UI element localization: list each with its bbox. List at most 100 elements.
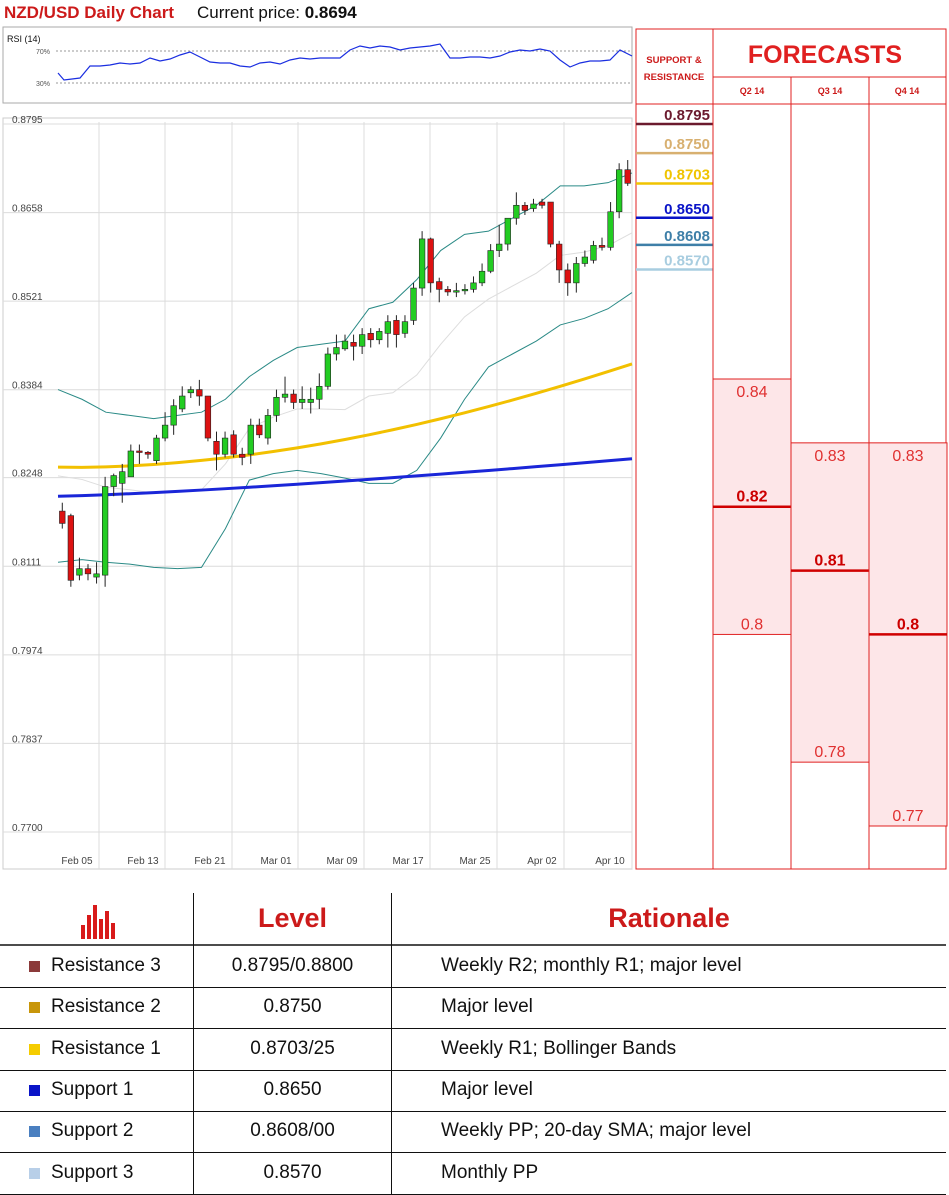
candle-body-down (598, 245, 606, 248)
candle-body-up (161, 424, 169, 439)
forecast-bars: 0.84 0.82 0.8 0.83 0.81 0.78 0.83 0.8 0.77 (712, 378, 948, 827)
candle (307, 387, 314, 414)
candle (624, 160, 631, 186)
candle-body-up (299, 398, 306, 403)
candle-body-up (170, 405, 177, 426)
candle-body-up (341, 340, 349, 350)
forecast-bar: 0.84 0.82 0.8 (712, 378, 792, 635)
candle (384, 315, 391, 348)
candle-body-up (359, 334, 366, 347)
candle-body-up (401, 321, 409, 334)
x-tick-label: Feb 05 (61, 856, 93, 867)
y-tick-label: 0.7974 (12, 646, 43, 657)
candle-body-down (521, 204, 529, 211)
candle-body-up (273, 397, 280, 416)
candle-body-up (101, 486, 109, 576)
candle (273, 389, 280, 422)
row-name: Resistance 2 (51, 996, 161, 1018)
x-tick-label: Mar 01 (260, 856, 292, 867)
table-row: Resistance 3 0.8795/0.8800 Weekly R2; mont… (0, 946, 946, 988)
candle (556, 240, 563, 283)
row-level: 0.8570 (263, 1161, 322, 1183)
candle (504, 217, 511, 251)
candle-body-up (616, 169, 623, 213)
candle (264, 408, 272, 445)
candle-body-down (624, 169, 631, 184)
forecast-high-label: 0.83 (892, 448, 923, 465)
candle-body-down (144, 451, 152, 455)
sr-level-label: 0.8750 (664, 136, 710, 153)
row-rationale: Major level (441, 996, 533, 1018)
row-level: 0.8650 (263, 1078, 322, 1100)
sr-level-label: 0.8703 (664, 166, 710, 183)
x-axis-ticks: Feb 05 Feb 13 Feb 21 Mar 01 Mar 09 Mar 17 Mar … (61, 856, 625, 867)
candle-body-up (376, 331, 383, 341)
table-row: Resistance 1 0.8703/25 Weekly R1; Bollinge… (0, 1029, 946, 1071)
candle-body-down (556, 243, 563, 271)
y-tick-label: 0.8248 (12, 469, 43, 480)
forecast-low-label: 0.77 (892, 808, 923, 825)
candle-body-down (547, 201, 554, 245)
candle-body-up (247, 424, 254, 455)
candle-body-up (264, 415, 272, 439)
candle (564, 263, 571, 296)
candle-body-up (179, 395, 186, 410)
candle (101, 476, 109, 587)
rsi-lower-label: 30% (36, 81, 50, 88)
rsi-frame (2, 26, 633, 104)
candle-body-down (136, 450, 143, 453)
candle-body-up (530, 203, 537, 209)
candle (590, 240, 597, 264)
candle (136, 444, 143, 464)
chart-title: NZD/USD Daily Chart (4, 3, 175, 22)
y-axis-ticks: 0.8795 0.8658 0.8521 0.8384 0.8248 0.8111 0.79… (12, 115, 43, 834)
table-header-level: Level (257, 903, 328, 933)
candle (187, 386, 194, 398)
candle-body-down (367, 333, 374, 341)
candle (547, 201, 554, 248)
candle-body-up (513, 204, 520, 219)
candle (119, 463, 126, 503)
candle-body-up (316, 386, 323, 400)
table-row: Resistance 2 0.8750 Major level (0, 987, 946, 1030)
candle (538, 198, 546, 209)
row-color-swatch (29, 1043, 40, 1055)
y-tick-label: 0.8521 (12, 292, 43, 303)
candle-body-down (538, 201, 546, 206)
candle (410, 282, 417, 325)
candle (161, 412, 169, 442)
sr-panel-frame (635, 28, 714, 870)
candle (359, 328, 366, 354)
forecast-col-q4: Q4 14 (895, 86, 920, 96)
table-row: Support 1 0.8650 Major level (0, 1070, 946, 1112)
x-tick-label: Mar 17 (392, 856, 424, 867)
forecast-high-label: 0.83 (814, 448, 845, 465)
rsi-upper-label: 70% (36, 49, 50, 56)
rsi-panel: RSI (14) 70% 30% (2, 26, 633, 104)
candle-body-up (496, 243, 503, 251)
row-rationale: Weekly R1; Bollinger Bands (441, 1037, 677, 1059)
candle (461, 284, 469, 295)
forecast-title: FORECASTS (748, 41, 902, 69)
candle (607, 202, 614, 251)
row-level: 0.8750 (263, 996, 322, 1018)
sr-level-label: 0.8608 (664, 228, 710, 245)
candles (59, 160, 631, 587)
candle (247, 418, 254, 464)
candle-body-up (119, 471, 126, 484)
candle (521, 202, 529, 215)
candle-body-up (153, 437, 160, 461)
candle (444, 286, 451, 296)
candle (170, 399, 177, 435)
candle-body-up (487, 250, 494, 272)
candle (367, 328, 374, 348)
forecast-panel: FORECASTS Q2 14 Q3 14 Q4 14 0.840.820.80… (712, 28, 948, 870)
table-body: Resistance 3 0.8795/0.8800 Weekly R2; mont… (0, 946, 946, 1195)
candle (333, 334, 340, 361)
candle (616, 163, 623, 219)
sr-title-line1: SUPPORT & (646, 55, 702, 66)
candle (341, 334, 349, 351)
candle (221, 431, 229, 458)
row-color-swatch (29, 1084, 40, 1096)
candle-body-up (607, 211, 614, 248)
